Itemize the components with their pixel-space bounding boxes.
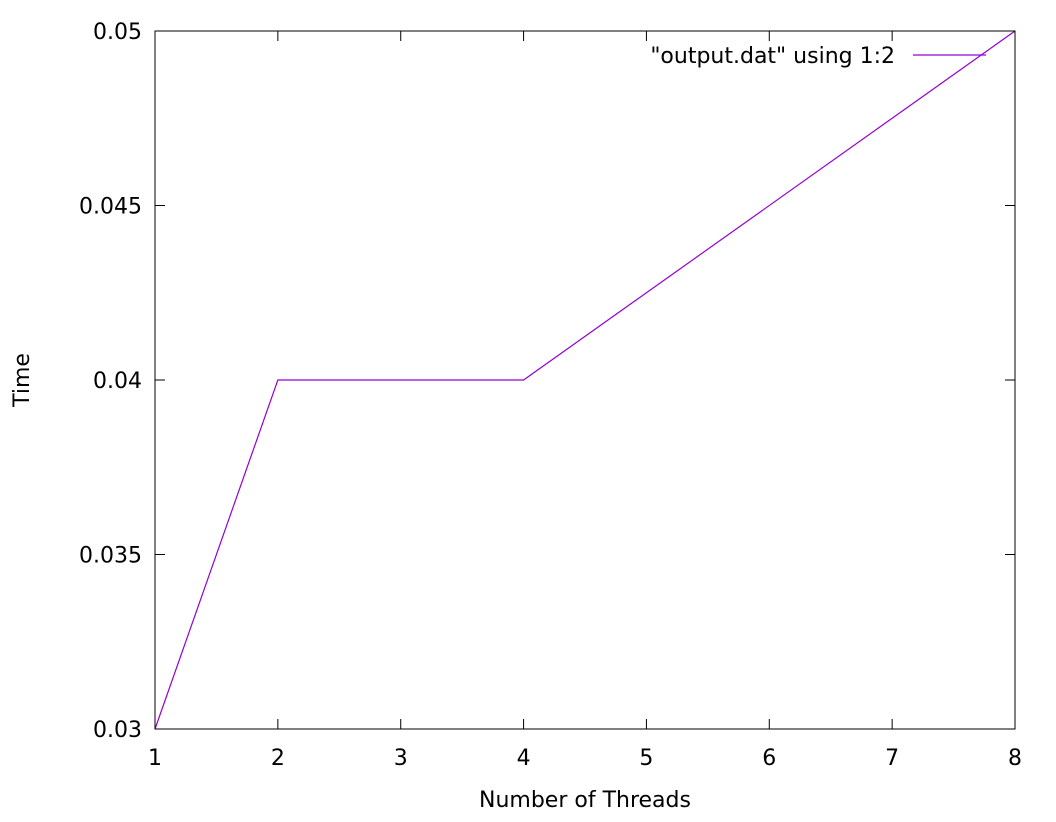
x-axis-label: Number of Threads <box>479 788 691 813</box>
y-tick-label: 0.035 <box>79 544 142 569</box>
x-tick-label: 2 <box>271 746 285 771</box>
x-tick-label: 8 <box>1008 746 1022 771</box>
x-tick-label: 6 <box>762 746 776 771</box>
y-tick-label: 0.03 <box>93 718 142 743</box>
series-lines <box>154 30 1016 730</box>
x-tick-label: 3 <box>394 746 408 771</box>
legend-label: "output.dat" using 1:2 <box>650 44 895 69</box>
y-tick-label: 0.04 <box>93 369 142 394</box>
x-tick-label: 4 <box>517 746 531 771</box>
y-tick-label: 0.045 <box>79 195 142 220</box>
legend: "output.dat" using 1:2 <box>650 44 986 69</box>
plot-border <box>154 30 1016 730</box>
x-tick-label: 1 <box>148 746 162 771</box>
tick-labels: 1 2 3 4 5 6 7 8 0.03 0.035 0.04 0.045 0.05 <box>79 20 1022 771</box>
y-tick-label: 0.05 <box>93 20 142 45</box>
series-line <box>154 30 1016 730</box>
y-axis-label: Time <box>10 353 35 408</box>
x-tick-label: 5 <box>639 746 653 771</box>
x-tick-label: 7 <box>885 746 899 771</box>
